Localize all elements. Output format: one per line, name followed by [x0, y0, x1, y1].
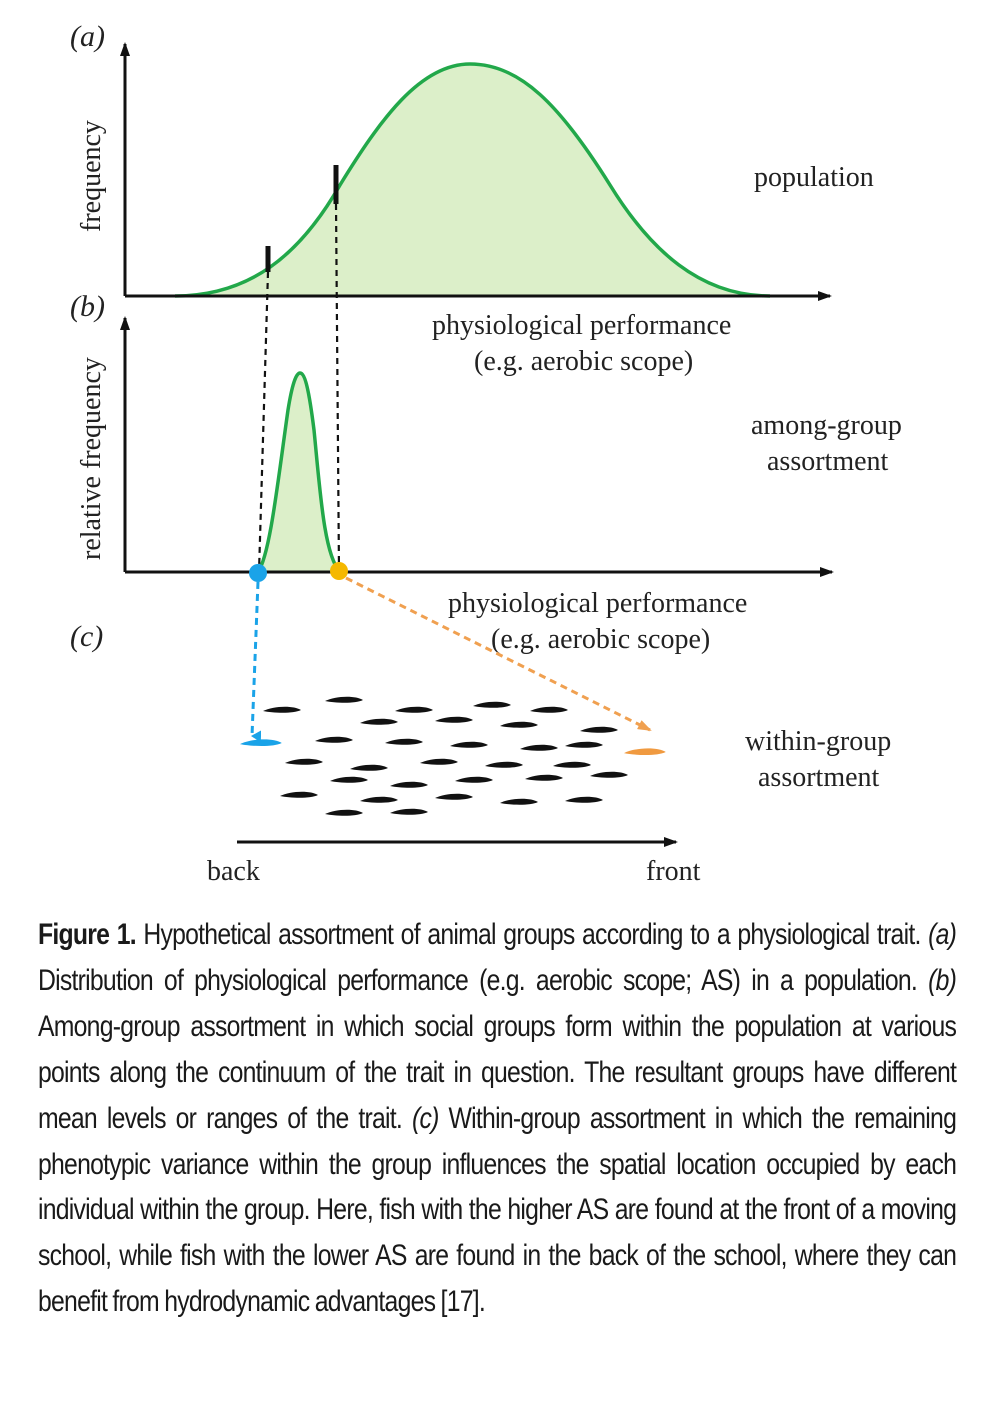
- school-fish: [325, 809, 363, 816]
- caption-part-b-label: (b): [928, 963, 957, 997]
- school-fish: [263, 706, 301, 713]
- figure-caption: Figure 1. Hypothetical assortment of ani…: [38, 912, 957, 1325]
- school-fish: [280, 791, 318, 798]
- school-fish: [395, 706, 433, 713]
- group-curve-fill: [258, 373, 340, 572]
- school-fish: [350, 764, 388, 771]
- panel-c-label: (c): [70, 620, 103, 653]
- school-fish: [473, 701, 511, 708]
- caption-part-c-label: (c): [411, 1101, 439, 1135]
- panel-a-xlabel-line2: (e.g. aerobic scope): [474, 346, 693, 377]
- panel-a-label: (a): [70, 20, 105, 53]
- panel-b-label: (b): [70, 290, 105, 323]
- within-group-label-line1: within-group: [745, 726, 891, 757]
- figure-diagram: (a) frequency population (b) physiologic…: [70, 20, 902, 887]
- school-fish: [580, 726, 618, 733]
- group-curve: [256, 371, 342, 574]
- school-fish: [485, 761, 523, 768]
- school-fish: [360, 796, 398, 803]
- school-fish: [385, 738, 423, 745]
- school-fish: [435, 716, 473, 723]
- school-fish: [435, 793, 473, 800]
- panel-b-ylabel: relative frequency: [76, 357, 107, 560]
- school-fish: [420, 758, 458, 765]
- school-fish: [520, 744, 558, 751]
- high-performance-arrow: [345, 576, 652, 732]
- school-fish: [325, 696, 363, 703]
- among-group-label-line1: among-group: [751, 410, 902, 441]
- population-label: population: [754, 162, 874, 193]
- caption-title: Figure 1.: [38, 918, 137, 951]
- caption-part-c-text: Within-group assortment in which the rem…: [38, 1101, 957, 1319]
- caption-intro: Hypothetical assortment of animal groups…: [135, 918, 929, 951]
- population-curve: [174, 62, 771, 298]
- back-fish-low-performance: [240, 739, 282, 747]
- school-fish: [455, 776, 493, 783]
- caption-part-a-text: Distribution of physiological performanc…: [38, 963, 929, 997]
- low-performance-marker: [249, 564, 267, 582]
- caption-part-b-text: Among-group assortment in which social g…: [38, 1009, 957, 1135]
- panel-a-xlabel-line1: physiological performance: [432, 310, 731, 341]
- panel-b-xlabel-line1: physiological performance: [448, 588, 747, 619]
- school-fish: [500, 798, 538, 805]
- school-fish: [565, 796, 603, 803]
- population-curve-fill: [175, 64, 770, 296]
- school-fish: [590, 771, 628, 778]
- school-fish: [315, 736, 353, 743]
- school-fish: [500, 721, 538, 728]
- panel-b-xlabel-line2: (e.g. aerobic scope): [491, 624, 710, 655]
- caption-part-a-label: (a): [928, 918, 957, 951]
- school-fish: [390, 781, 428, 788]
- school-fish: [530, 706, 568, 713]
- lower-projection-line: [257, 271, 270, 573]
- fish-school: [240, 696, 666, 816]
- panel-a-ylabel: frequency: [76, 120, 107, 232]
- school-fish: [330, 776, 368, 783]
- within-group-label-line2: assortment: [758, 762, 880, 793]
- school-fish: [553, 761, 591, 768]
- school-fish: [450, 741, 488, 748]
- front-fish-high-performance: [624, 748, 666, 756]
- among-group-label-line2: assortment: [767, 446, 889, 477]
- school-fish: [360, 718, 398, 725]
- school-fish: [285, 758, 323, 765]
- high-performance-marker: [330, 562, 348, 580]
- school-fish: [565, 741, 603, 748]
- school-fish: [390, 808, 428, 815]
- front-label: front: [646, 856, 701, 887]
- low-performance-arrow: [250, 581, 262, 743]
- back-label: back: [207, 856, 260, 887]
- school-fish: [525, 774, 563, 781]
